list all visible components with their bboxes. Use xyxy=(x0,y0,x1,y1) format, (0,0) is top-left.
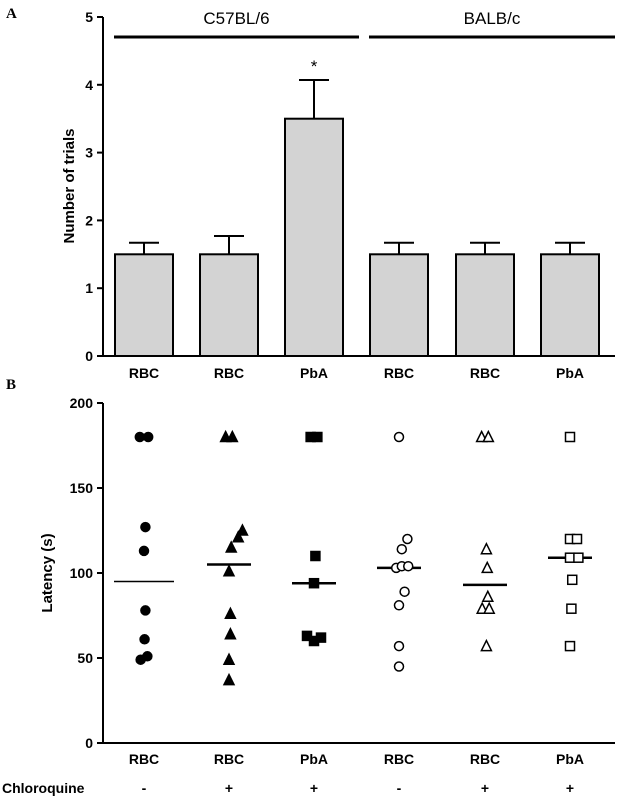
treatment-value: - xyxy=(142,780,147,796)
data-point xyxy=(142,651,153,662)
data-point xyxy=(480,542,493,555)
data-point xyxy=(225,540,238,553)
data-point xyxy=(140,521,151,533)
treatment-value: - xyxy=(397,780,402,796)
data-point xyxy=(222,672,236,686)
x-category-label: RBC xyxy=(214,365,244,381)
data-point xyxy=(232,530,245,543)
panel-a-y-axis-label: Number of trials xyxy=(61,128,78,243)
data-point xyxy=(224,627,237,640)
data-point xyxy=(224,606,237,620)
data-point xyxy=(393,661,405,672)
y-tick-label: 4 xyxy=(85,77,93,93)
x-category-label: PbA xyxy=(556,365,584,381)
y-tick-label: 50 xyxy=(77,650,93,666)
data-point xyxy=(393,431,405,443)
y-tick-label: 200 xyxy=(70,395,94,411)
data-point xyxy=(482,601,496,614)
x-category-label: RBC xyxy=(470,751,500,767)
y-tick-label: 150 xyxy=(70,480,94,496)
data-point xyxy=(481,589,495,603)
bar xyxy=(114,253,174,357)
data-point xyxy=(566,603,577,614)
data-point xyxy=(573,552,584,563)
data-point xyxy=(236,523,249,536)
panel-b-y-axis-label: Latency (s) xyxy=(39,533,56,612)
data-point xyxy=(564,640,576,652)
data-point xyxy=(482,429,495,443)
panel-a-letter: A xyxy=(6,6,17,22)
treatment-value: + xyxy=(225,780,233,796)
treatment-label: Chloroquine xyxy=(2,780,85,796)
data-point xyxy=(396,543,408,555)
bar xyxy=(540,253,600,357)
x-category-label: RBC xyxy=(129,751,159,767)
x-category-label: PbA xyxy=(300,365,328,381)
bar xyxy=(455,253,515,357)
data-point xyxy=(308,577,320,589)
y-tick-label: 100 xyxy=(70,565,94,581)
x-category-label: PbA xyxy=(300,751,328,767)
panel-b-plot: 0 50 100 150 200 RBC - RBC + PbA + RBC - RBC + PbA + xyxy=(70,395,615,796)
y-tick-label: 0 xyxy=(85,735,93,751)
x-category-label: RBC xyxy=(384,751,414,767)
bar xyxy=(199,253,259,357)
treatment-value: + xyxy=(481,780,489,796)
data-point xyxy=(312,431,323,443)
panel-a-plot: 0 1 2 3 4 5 C57BL/6 BALB/c RBC RBC PbA * RBC RBC PbA xyxy=(85,9,615,381)
data-point xyxy=(402,533,413,545)
panel-a: A 0 1 2 3 4 5 C57BL/6 BALB/c RBC RBC PbA * RBC RBC PbA… xyxy=(6,6,615,381)
x-category-label: RBC xyxy=(129,365,159,381)
treatment-value: + xyxy=(566,780,574,796)
treatment-value: + xyxy=(310,780,318,796)
panel-b-letter: B xyxy=(6,377,16,393)
x-category-label: RBC xyxy=(384,365,414,381)
data-point xyxy=(226,429,239,443)
y-tick-label: 2 xyxy=(85,212,93,228)
group-label: C57BL/6 xyxy=(203,9,269,28)
data-point xyxy=(564,431,576,443)
group-label: BALB/c xyxy=(464,9,521,28)
y-tick-label: 3 xyxy=(85,145,93,161)
data-point xyxy=(139,634,150,645)
data-point xyxy=(310,550,321,562)
y-tick-label: 0 xyxy=(85,348,93,364)
data-point xyxy=(222,564,236,577)
data-point xyxy=(140,605,151,616)
data-point xyxy=(566,574,578,586)
significance-marker: * xyxy=(311,57,318,76)
data-point xyxy=(571,533,583,545)
x-category-label: PbA xyxy=(556,751,584,767)
data-point xyxy=(481,560,494,574)
x-category-label: RBC xyxy=(470,365,500,381)
data-point xyxy=(399,586,410,597)
panel-b: B 0 50 100 150 200 RBC - RBC + PbA + RBC - RBC + PbA + L… xyxy=(2,377,615,796)
bar xyxy=(369,253,429,357)
data-point xyxy=(402,560,414,572)
bar xyxy=(284,117,344,357)
data-point xyxy=(393,640,405,652)
y-tick-label: 5 xyxy=(85,9,93,25)
y-tick-label: 1 xyxy=(85,280,93,296)
data-point xyxy=(138,545,150,557)
data-point xyxy=(315,632,327,643)
data-point xyxy=(142,431,154,443)
data-point xyxy=(393,600,405,611)
x-category-label: RBC xyxy=(214,751,244,767)
data-point xyxy=(480,638,493,652)
data-point xyxy=(222,652,236,665)
